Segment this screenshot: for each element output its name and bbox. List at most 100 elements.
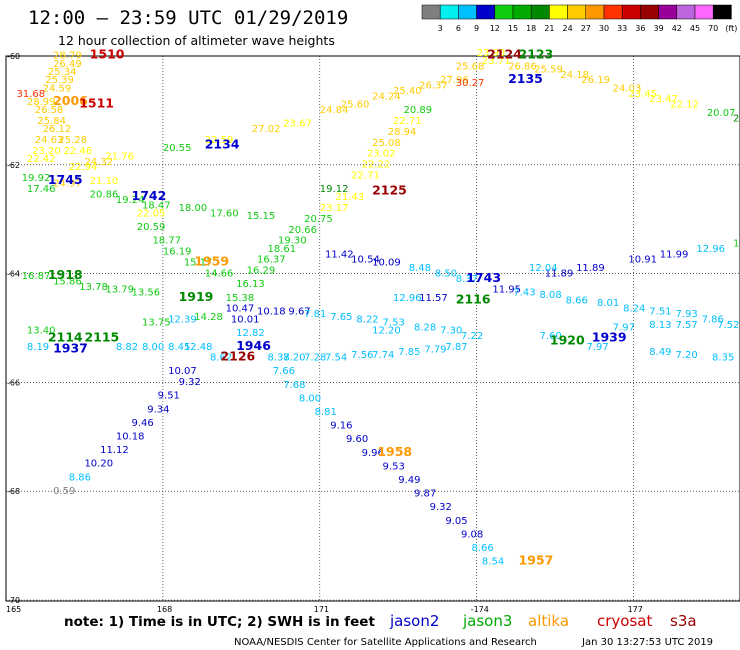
wave-height-value: 7.85 bbox=[398, 347, 420, 358]
wave-height-value: 28.94 bbox=[388, 127, 417, 138]
scale-swatch bbox=[458, 4, 477, 20]
latitude-label: -62 bbox=[7, 161, 20, 170]
scale-swatch bbox=[658, 4, 678, 20]
track-time-label: 1957 bbox=[519, 553, 554, 568]
satellite-legend: jason2 jason3 altika cryosat s3a bbox=[389, 612, 697, 630]
wave-height-value: 13.75 bbox=[142, 317, 171, 328]
scale-swatch bbox=[421, 4, 441, 20]
wave-height-value: 16.13 bbox=[236, 279, 265, 290]
wave-height-value: 15.38 bbox=[226, 293, 255, 304]
wave-height-value: 7.20 bbox=[675, 350, 697, 361]
scale-swatch bbox=[712, 4, 732, 20]
scale-label: 9 bbox=[474, 24, 479, 33]
track-time-label: 2123 bbox=[519, 47, 554, 62]
wave-height-value: 28.99 bbox=[27, 97, 56, 108]
legend-jason2: jason2 bbox=[389, 612, 439, 630]
wave-height-value: 22.71 bbox=[351, 170, 380, 181]
wave-height-value: 7.86 bbox=[702, 315, 724, 326]
wave-height-value: 20.07 bbox=[707, 108, 736, 119]
scale-label: 45 bbox=[690, 24, 700, 33]
wave-height-value: 23.02 bbox=[367, 149, 396, 160]
scale-label: 21 bbox=[544, 24, 554, 33]
wave-height-value: 19.30 bbox=[278, 236, 307, 247]
wave-height-value: 7.30 bbox=[440, 325, 462, 336]
wave-height-value: 23.93 bbox=[477, 48, 506, 59]
wave-height-value: 7.51 bbox=[649, 306, 671, 317]
track-time-label: 1959 bbox=[194, 253, 229, 268]
wave-height-value: 7.54 bbox=[325, 353, 347, 364]
legend-jason3: jason3 bbox=[462, 612, 512, 630]
wave-height-value: 25.60 bbox=[341, 100, 370, 111]
wave-height-value: 14.28 bbox=[194, 312, 223, 323]
scale-swatch bbox=[621, 4, 641, 20]
wave-height-value: 9.51 bbox=[158, 391, 180, 402]
wave-height-value: 25.84 bbox=[37, 116, 66, 127]
wave-height-value: 24.97 bbox=[53, 179, 82, 190]
longitude-label: 171 bbox=[314, 605, 329, 614]
latitude-label: -60 bbox=[7, 52, 20, 61]
wave-height-value: 27.02 bbox=[252, 124, 281, 135]
plot-frame bbox=[5, 55, 740, 602]
wave-height-value: 7.57 bbox=[675, 320, 697, 331]
scale-label: 24 bbox=[563, 24, 573, 33]
scale-label: 12 bbox=[490, 24, 500, 33]
wave-height-value: 25.08 bbox=[372, 138, 401, 149]
wave-height-value: 8.62 bbox=[210, 353, 232, 364]
generated-timestamp: Jan 30 13:27:53 UTC 2019 bbox=[581, 637, 713, 648]
wave-height-value: 9.32 bbox=[430, 502, 452, 513]
track-time-label: 1937 bbox=[53, 340, 88, 355]
wave-height-value: 20.75 bbox=[304, 214, 333, 225]
wave-height-value: 8.50 bbox=[435, 268, 457, 279]
latitude-label: -66 bbox=[7, 378, 20, 387]
wave-height-value: 13.40 bbox=[27, 325, 56, 336]
wave-height-value: 22.05 bbox=[137, 208, 166, 219]
wave-height-value: 8.13 bbox=[649, 320, 671, 331]
wave-height-value: 9.32 bbox=[179, 377, 201, 388]
wave-height-value: 10.18 bbox=[116, 432, 145, 443]
scale-label: 36 bbox=[635, 24, 645, 33]
longitude-label: -174 bbox=[471, 605, 489, 614]
wave-height-value: 25.68 bbox=[456, 62, 485, 73]
wave-height-value: 24.59 bbox=[43, 83, 72, 94]
wave-height-value: 8.86 bbox=[69, 472, 91, 483]
track-time-label: 1745 bbox=[48, 172, 83, 187]
wave-height-value: 7.65 bbox=[330, 312, 352, 323]
wave-height-value: 24.03 bbox=[613, 83, 642, 94]
wave-height-value: 15.1 bbox=[733, 238, 740, 249]
track-time-label: 1918 bbox=[48, 267, 83, 282]
wave-height-value: 25.59 bbox=[534, 64, 563, 75]
wave-height-value: 20.66 bbox=[288, 225, 317, 236]
wave-height-value: 9.53 bbox=[383, 461, 405, 472]
wave-height-value: 11.89 bbox=[545, 268, 574, 279]
track-time-label: 2114 bbox=[48, 330, 83, 345]
wave-height-value: 26.58 bbox=[35, 105, 64, 116]
wave-height-value: 25.34 bbox=[48, 67, 77, 78]
wave-height-value: 18.47 bbox=[142, 200, 171, 211]
track-time-label: 1742 bbox=[132, 188, 167, 203]
wave-height-value: 8.19 bbox=[27, 342, 49, 353]
track-time-label: 1920 bbox=[550, 332, 585, 347]
wave-height-value: 23.45 bbox=[628, 89, 657, 100]
wave-height-value: 7.97 bbox=[587, 342, 609, 353]
wave-height-value: 8.66 bbox=[471, 543, 493, 554]
wave-height-value: 24.24 bbox=[372, 92, 401, 103]
latitude-label: -64 bbox=[7, 270, 20, 279]
wave-height-value: 12.39 bbox=[168, 315, 197, 326]
scale-label: 70 bbox=[708, 24, 718, 33]
wave-height-value: 13.79 bbox=[105, 285, 134, 296]
wave-height-value: 8.22 bbox=[356, 315, 378, 326]
wave-height-value: 10.20 bbox=[84, 459, 113, 470]
wave-height-value: 7.97 bbox=[613, 323, 635, 334]
wave-height-value: 20.9 bbox=[733, 113, 740, 124]
latitude-label: -68 bbox=[7, 487, 20, 496]
track-time-label: 2134 bbox=[205, 136, 240, 151]
wave-height-value: 19.12 bbox=[320, 184, 349, 195]
wave-height-value: 23.71 bbox=[482, 56, 511, 67]
wave-height-value: 16.19 bbox=[163, 247, 192, 258]
wave-height-value: 28.79 bbox=[53, 51, 82, 62]
wave-height-value: 9.08 bbox=[461, 529, 483, 540]
map-subtitle: 12 hour collection of altimeter wave hei… bbox=[58, 33, 335, 48]
wave-height-value: 8.08 bbox=[539, 290, 561, 301]
wave-height-value: 9.16 bbox=[330, 421, 352, 432]
